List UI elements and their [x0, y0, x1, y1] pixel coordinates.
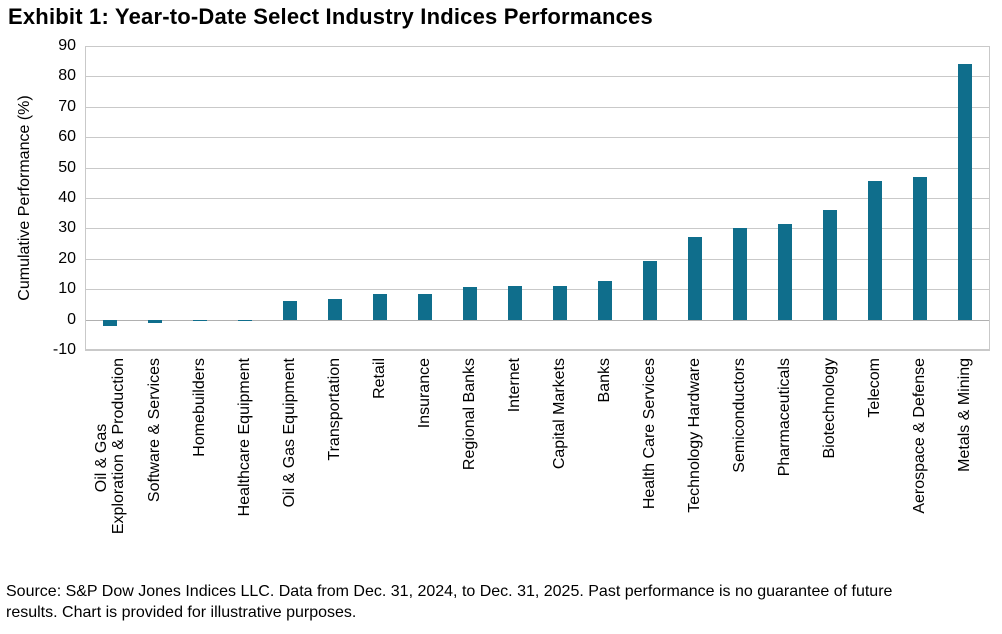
bar [148, 319, 162, 323]
bar [553, 285, 567, 320]
y-tick-label: 30 [58, 219, 76, 237]
bar [193, 319, 207, 321]
bar-chart: Cumulative Performance (%) 90 80 70 60 50 40 3… [16, 37, 990, 535]
gridline-y-70 [85, 106, 990, 108]
x-category-label: Technology Hardware [686, 358, 703, 513]
plot-area [85, 46, 990, 350]
y-tick-label: 70 [58, 97, 76, 115]
x-category-label: Healthcare Equipment [236, 358, 253, 517]
x-category-label: Oil & Gas Equipment [281, 358, 298, 508]
y-tick-label: 0 [67, 310, 76, 328]
bar [328, 299, 342, 320]
gridline-y-40 [85, 198, 990, 199]
x-category-label: Aerospace & Defense [911, 358, 928, 514]
bar [823, 210, 837, 320]
bar [103, 319, 117, 326]
gridline-y-20 [85, 258, 990, 260]
bar [463, 286, 477, 320]
x-category-label: Telecom [866, 358, 883, 418]
gridline-y-30 [85, 228, 990, 230]
bar [238, 319, 252, 321]
bar [688, 236, 702, 320]
x-category-label: Homebuilders [191, 358, 208, 457]
bar [598, 281, 612, 320]
bar [283, 301, 297, 320]
x-category-label: Banks [596, 358, 613, 403]
y-tick-label: 80 [58, 67, 76, 85]
y-tick-label: 60 [58, 128, 76, 146]
y-tick-label: -10 [52, 341, 76, 358]
bar [508, 285, 522, 320]
y-tick-label: 20 [58, 249, 76, 267]
x-category-label: Insurance [416, 358, 433, 429]
x-category-label: Metals & Mining [956, 358, 973, 472]
x-category-label: Retail [371, 358, 388, 399]
bar [418, 294, 432, 320]
x-category-label: Biotechnology [821, 358, 838, 459]
x-category-label: Transportation [326, 358, 343, 461]
x-category-label: Semiconductors [731, 358, 748, 473]
y-tick-label: 10 [58, 280, 76, 298]
y-tick-label: 90 [58, 37, 76, 54]
bar [868, 181, 882, 320]
bar [643, 261, 657, 320]
gridline-y-80 [85, 76, 990, 78]
y-tick-label: 40 [58, 189, 76, 206]
bar [958, 63, 972, 320]
x-category-label: Oil & Gas Exploration & Production [93, 358, 127, 535]
bar [373, 294, 387, 320]
chart-title: Exhibit 1: Year-to-Date Select Industry … [8, 4, 653, 29]
gridline-y-60 [85, 137, 990, 139]
bar [778, 223, 792, 320]
gridline-y-50 [85, 167, 990, 169]
bar [733, 228, 747, 320]
gridline-y-0 [85, 319, 990, 321]
source-note: Source: S&P Dow Jones Indices LLC. Data … [6, 583, 893, 621]
x-category-label: Regional Banks [461, 358, 478, 471]
x-category-label: Health Care Services [641, 358, 658, 510]
x-category-label: Capital Markets [551, 358, 568, 470]
bar [913, 177, 927, 320]
x-category-label: Pharmaceuticals [776, 358, 793, 477]
x-category-label: Software & Services [146, 358, 163, 503]
x-category-label: Internet [506, 358, 523, 413]
gridline-y-10 [85, 289, 990, 291]
y-tick-label: 50 [58, 158, 76, 176]
gridline-y--10 [85, 350, 990, 351]
